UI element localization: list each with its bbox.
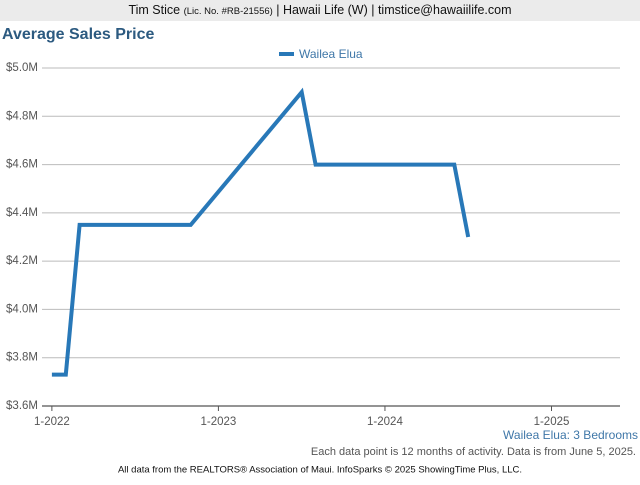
header-bar — [0, 0, 640, 21]
header: Tim Stice (Lic. No. #RB-21556) | Hawaii … — [128, 3, 511, 17]
x-tick-label: 1-2022 — [34, 416, 70, 428]
x-tick-label: 1-2024 — [367, 416, 403, 428]
line — [51, 87, 471, 377]
subtitle: Wailea Elua: 3 Bedrooms — [503, 428, 638, 442]
y-tick-label: $3.8M — [6, 352, 38, 364]
footer: All data from the REALTORS® Association … — [118, 465, 522, 476]
y-tick-label: $4.8M — [6, 110, 38, 122]
chart-title: Average Sales Price — [2, 26, 155, 43]
y-tick-label: $4.0M — [6, 303, 38, 315]
header-rest: | Hawaii Life (W) | timstice@hawaiilife.… — [276, 3, 511, 17]
y-tick-label: $5.0M — [6, 62, 38, 74]
y-tick-label: $3.6M — [6, 400, 38, 412]
x-tick-label: 1-2025 — [534, 416, 570, 428]
y-tick-label: $4.2M — [6, 255, 38, 267]
x-tick-label: 1-2023 — [201, 416, 237, 428]
header-name: Tim Stice — [128, 3, 180, 17]
y-tick-label: $4.4M — [6, 207, 38, 219]
note: Each data point is 12 months of activity… — [311, 446, 636, 458]
header-license: (Lic. No. #RB-21556) — [184, 6, 273, 17]
y-tick-label: $4.6M — [6, 159, 38, 171]
legend-label: Wailea Elua — [299, 47, 363, 61]
